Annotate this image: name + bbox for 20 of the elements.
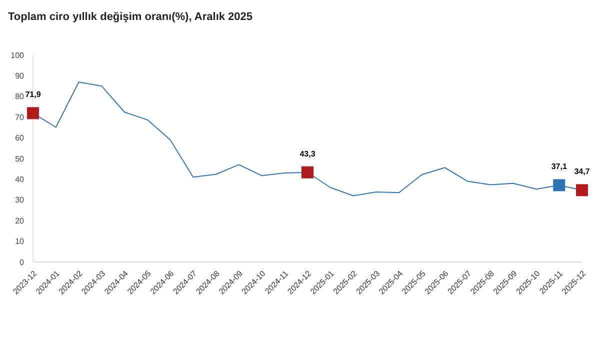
y-tick-label: 70 (15, 112, 25, 122)
y-tick-label: 10 (15, 237, 25, 246)
data-label: 37,1 (551, 162, 568, 172)
point (553, 179, 566, 192)
y-tick-label: 60 (15, 134, 25, 143)
y-tick-label: 50 (15, 154, 25, 164)
y-tick-label: 30 (15, 196, 25, 205)
data-label: 71,9 (25, 90, 42, 100)
y-tick-label: 40 (15, 175, 25, 184)
y-tick-label: 80 (15, 92, 25, 102)
point (27, 107, 39, 120)
point (576, 184, 588, 196)
y-tick-label: 20 (15, 216, 25, 226)
data-label: 34,7 (574, 167, 590, 176)
y-tick-label: 100 (10, 50, 25, 60)
y-tick-label: 0 (20, 258, 25, 267)
chart-title: Toplam ciro yıllık değişim oranı(%), Aralık 2025 (8, 11, 253, 23)
data-label: 43,3 (300, 149, 316, 158)
point (302, 166, 314, 178)
y-tick-label: 90 (15, 72, 25, 80)
